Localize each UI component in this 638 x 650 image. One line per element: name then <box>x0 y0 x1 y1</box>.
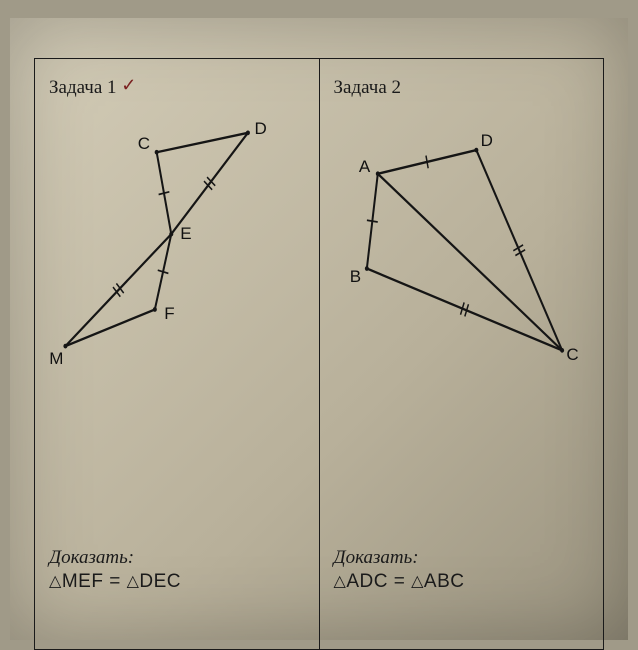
prove-left-2: ADC <box>346 571 388 592</box>
triangle-icon: △ <box>411 571 424 591</box>
problems-grid: Задача 1 ✓ C D E F M Доказать: △MEF = △DEC З… <box>34 58 604 650</box>
triangle-icon: △ <box>334 571 347 591</box>
prove-left-1: MEF <box>62 571 104 592</box>
page-background: Задача 1 ✓ C D E F M Доказать: △MEF = △DEC З… <box>10 18 628 640</box>
vertex-label-B: B <box>350 267 361 287</box>
problem-1-prove: Доказать: △MEF = △DEC <box>49 547 305 593</box>
triangle-icon: △ <box>127 571 140 591</box>
problem-1-checkmark: ✓ <box>121 75 136 96</box>
vertex-label-D: D <box>481 131 493 151</box>
prove-label-1: Доказать: <box>49 547 305 569</box>
triangle-icon: △ <box>49 571 62 591</box>
vertex-label-D: D <box>255 119 267 139</box>
vertex-label-F: F <box>164 304 174 324</box>
problem-1-title: Задача 1 ✓ <box>49 77 305 99</box>
prove-right-1: DEC <box>139 571 181 592</box>
problem-2-prove: Доказать: △ADC = △ABC <box>334 547 590 593</box>
problem-1-cell: Задача 1 ✓ C D E F M Доказать: △MEF = △DEC <box>35 59 319 649</box>
prove-label-2: Доказать: <box>334 547 590 569</box>
problem-1-diagram: C D E F M <box>49 107 305 387</box>
prove-right-2: ABC <box>424 571 465 592</box>
problem-2-title-text: Задача 2 <box>334 77 402 98</box>
problem-2-cell: Задача 2 A D B C Доказать: △ADC = △ABC <box>319 59 604 649</box>
vertex-label-E: E <box>180 224 191 244</box>
problem-2-title: Задача 2 <box>334 77 590 99</box>
problem-1-title-text: Задача 1 <box>49 77 117 98</box>
problem-2-diagram: A D B C <box>334 107 590 387</box>
vertex-label-C: C <box>566 345 578 365</box>
prove-equation-1: △MEF = △DEC <box>49 571 305 593</box>
prove-equation-2: △ADC = △ABC <box>334 571 590 593</box>
vertex-label-A: A <box>359 157 370 177</box>
vertex-label-M: M <box>49 349 63 369</box>
vertex-label-C: C <box>138 134 150 154</box>
